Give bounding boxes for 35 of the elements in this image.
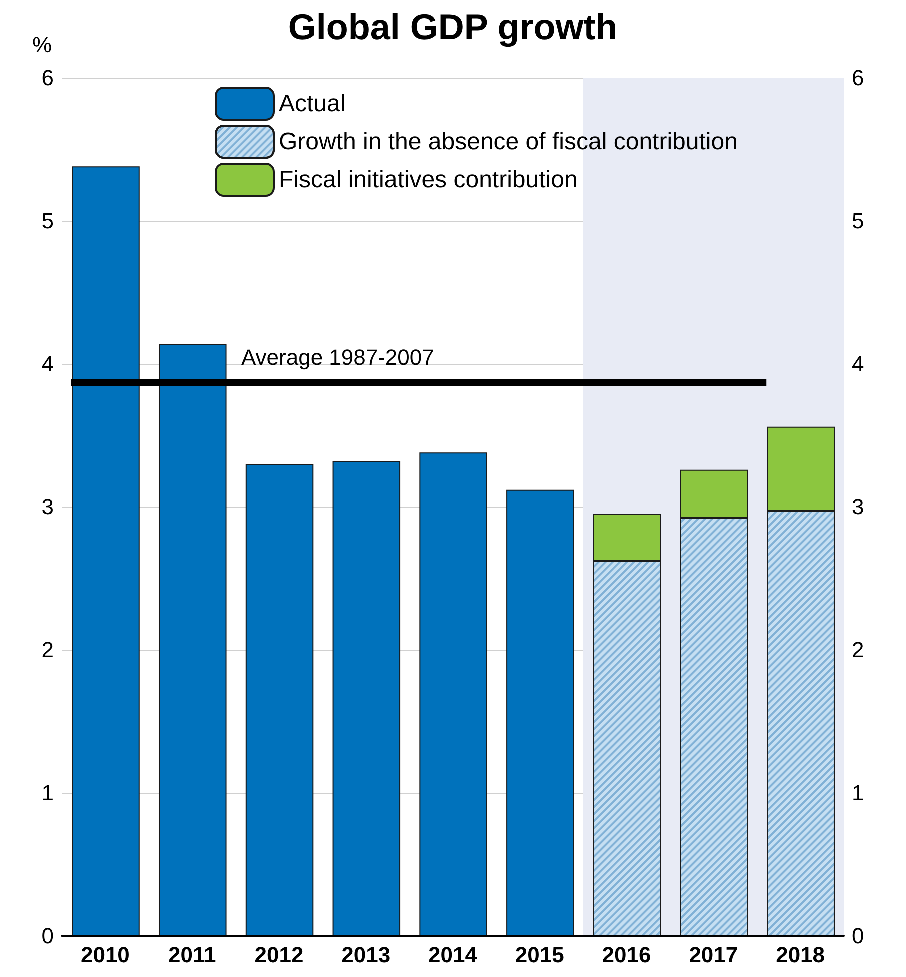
bar	[72, 166, 140, 936]
y2-tick-label: 2	[852, 638, 864, 662]
y-tick-label: 1	[42, 780, 54, 806]
x-tick-label: 2012	[254, 942, 304, 968]
chart-title: Global GDP growth	[288, 6, 618, 48]
ref-line-label: Average 1987-2007	[242, 345, 434, 370]
y2-tick-label: 6	[852, 66, 864, 90]
y-tick-label: 2	[42, 638, 54, 662]
y2-tick-label: 4	[852, 352, 864, 376]
y2-tick-label: 0	[852, 924, 864, 948]
y-tick-label: 3	[42, 494, 54, 520]
bar	[332, 461, 401, 936]
y2-tick-label: 3	[852, 494, 864, 520]
bar	[158, 344, 227, 936]
legend-label: Actual	[279, 90, 346, 118]
y-tick-label: 0	[42, 924, 54, 948]
y-axis-title: %	[32, 32, 52, 58]
y2-tick-label: 1	[852, 780, 864, 806]
x-tick-label: 2016	[602, 942, 652, 968]
x-tick-label: 2011	[168, 942, 216, 968]
y-tick-label: 4	[42, 352, 54, 376]
x-tick-label: 2018	[776, 942, 826, 968]
bar	[506, 490, 574, 936]
y2-tick-label: 5	[852, 208, 864, 234]
x-tick-label: 2010	[80, 942, 130, 968]
bar	[246, 464, 314, 936]
bar	[420, 452, 488, 936]
legend-label: Growth in the absence of fiscal contribution	[279, 128, 738, 156]
x-tick-label: 2017	[689, 942, 738, 968]
x-tick-label: 2013	[342, 942, 391, 968]
y-tick-label: 6	[42, 66, 54, 90]
legend-label: Fiscal initiatives contribution	[279, 166, 578, 194]
y-tick-label: 5	[42, 208, 54, 234]
x-tick-label: 2015	[515, 942, 564, 968]
x-tick-label: 2014	[428, 942, 478, 968]
